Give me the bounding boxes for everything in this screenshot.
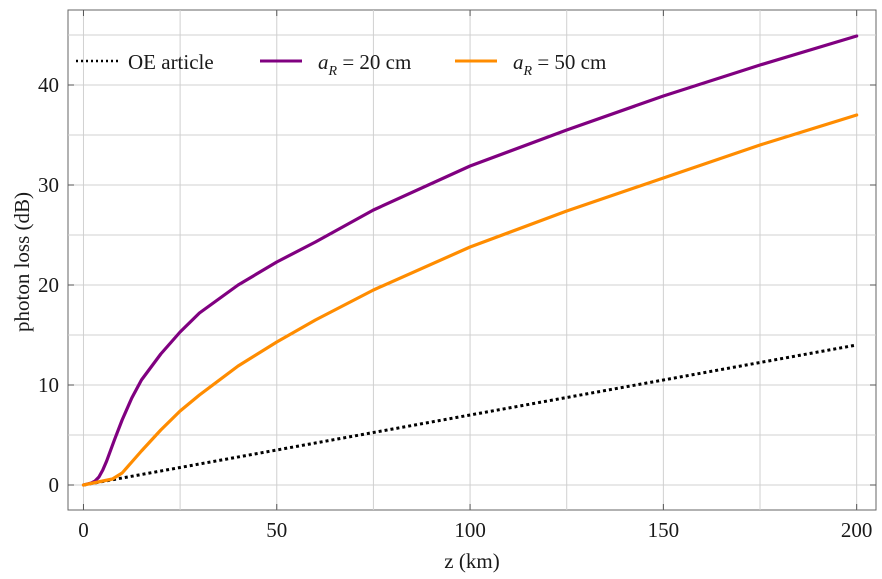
x-tick-label: 200 (841, 518, 873, 542)
series-a-r-20-cm (81, 34, 859, 487)
y-tick-label: 20 (38, 273, 59, 297)
x-tick-label: 50 (266, 518, 287, 542)
series-layer (81, 34, 859, 487)
legend-label-a-r-50: aR = 50 cm (513, 50, 606, 79)
legend-label-a-r-20: aR = 20 cm (318, 50, 411, 79)
x-tick-label: 150 (648, 518, 680, 542)
y-tick-label: 10 (38, 373, 59, 397)
ticks: 0 50 100 150 200 0 10 20 30 40 (38, 10, 876, 542)
plot-frame (67, 9, 877, 511)
legend: OE article aR = 20 cm aR = 50 cm (76, 50, 606, 79)
y-tick-label: 0 (49, 473, 60, 497)
x-tick-label: 0 (78, 518, 89, 542)
legend-label-oe-article: OE article (128, 50, 214, 74)
y-tick-label: 30 (38, 173, 59, 197)
series-a-r-50-cm (81, 113, 859, 487)
y-tick-label: 40 (38, 73, 59, 97)
grid (68, 10, 876, 510)
series-oe-article (83, 343, 857, 487)
x-axis-label: z (km) (444, 549, 499, 573)
y-axis-label: photon loss (dB) (10, 192, 34, 332)
x-tick-label: 100 (454, 518, 486, 542)
